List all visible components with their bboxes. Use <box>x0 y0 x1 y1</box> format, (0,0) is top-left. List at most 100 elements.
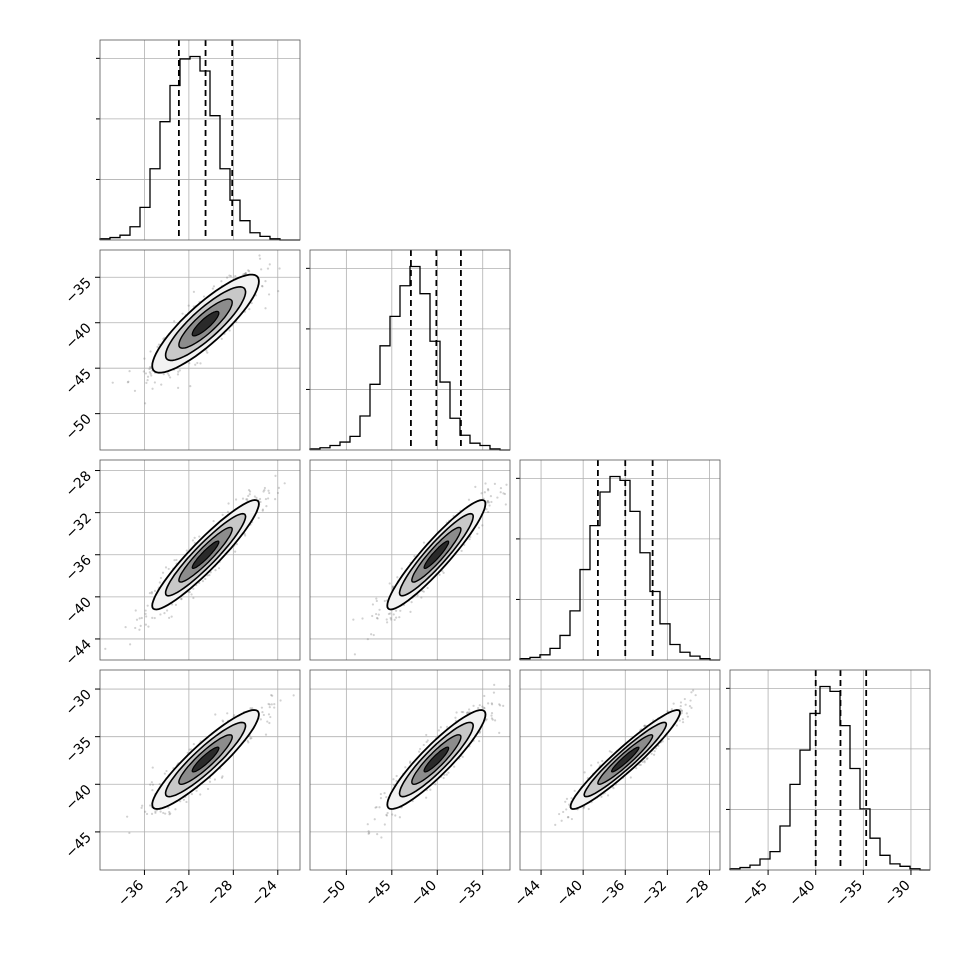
scatter-point <box>488 504 491 507</box>
scatter-point <box>264 733 268 736</box>
scatter-point <box>678 719 681 722</box>
scatter-point <box>429 788 432 791</box>
histogram-panel-4 <box>726 669 931 871</box>
scatter-point <box>641 760 644 764</box>
scatter-point <box>474 485 477 488</box>
scatter-point <box>188 362 191 365</box>
scatter-point <box>128 831 131 835</box>
scatter-point <box>268 703 271 706</box>
scatter-point <box>180 597 183 600</box>
scatter-point <box>246 739 249 742</box>
scatter-point <box>689 699 692 702</box>
scatter-point <box>244 534 247 537</box>
scatter-point <box>227 502 230 505</box>
scatter-point <box>273 703 276 706</box>
contour-core <box>191 540 220 569</box>
x-tick-label: −28 <box>680 878 712 910</box>
scatter-point <box>483 491 486 494</box>
x-tick-label: −40 <box>408 878 440 910</box>
scatter-point <box>139 624 142 628</box>
scatter-point <box>385 795 388 799</box>
scatter-point <box>226 276 229 279</box>
scatter-point <box>140 616 143 620</box>
scatter-point <box>679 701 683 704</box>
scatter-point <box>367 832 370 835</box>
scatter-point <box>493 683 496 686</box>
scatter-point <box>376 617 379 620</box>
scatter-point <box>260 268 263 271</box>
contour-core <box>191 746 220 773</box>
scatter-point <box>679 704 682 708</box>
scatter-point <box>193 536 196 539</box>
scatter-point <box>560 819 563 822</box>
scatter-point <box>187 304 190 307</box>
scatter-point <box>268 721 271 725</box>
contour-core <box>611 746 640 773</box>
scatter-point <box>165 609 169 612</box>
scatter-point <box>391 585 394 588</box>
scatter-point <box>684 703 687 706</box>
scatter-point <box>426 739 429 742</box>
scatter-point <box>404 766 407 769</box>
scatter-point <box>410 601 413 604</box>
scatter-point <box>279 699 282 702</box>
scatter-point <box>248 308 251 311</box>
scatter-point <box>438 573 441 576</box>
scatter-point <box>694 694 697 697</box>
scatter-point <box>652 753 656 756</box>
scatter-point <box>141 804 144 807</box>
scatter-point <box>650 752 653 755</box>
scatter-point <box>162 337 165 341</box>
scatter-point <box>490 714 493 717</box>
scatter-point <box>388 582 391 585</box>
scatter-point <box>680 709 683 713</box>
scatter-point <box>206 351 209 354</box>
scatter-point <box>468 538 471 541</box>
scatter-point <box>104 647 107 650</box>
scatter-point <box>260 706 264 709</box>
scatter-point <box>675 724 678 727</box>
scatter-point <box>153 381 156 384</box>
scatter-point <box>126 815 129 818</box>
scatter-point <box>169 812 172 815</box>
scatter-point <box>380 836 383 839</box>
scatter-point <box>158 783 161 786</box>
scatter-point <box>267 713 271 716</box>
scatter-point <box>261 285 264 288</box>
scatter-point <box>251 707 254 710</box>
scatter-point <box>247 269 250 272</box>
scatter-point <box>442 776 445 780</box>
scatter-point <box>257 516 260 520</box>
scatter-point <box>485 718 488 721</box>
scatter-point <box>213 778 217 781</box>
scatter-point <box>151 616 154 619</box>
scatter-point <box>606 794 610 797</box>
scatter-point <box>375 599 378 603</box>
scatter-point <box>486 488 490 491</box>
scatter-point <box>413 555 416 558</box>
scatter-point <box>395 616 398 619</box>
scatter-point <box>255 496 258 499</box>
scatter-point <box>241 497 245 500</box>
scatter-point <box>208 574 211 577</box>
scatter-point <box>289 246 291 248</box>
pair-panel-4-3 <box>519 669 721 871</box>
scatter-point <box>681 718 684 721</box>
scatter-point <box>192 587 195 590</box>
panel-frame <box>309 669 511 871</box>
scatter-point <box>398 616 401 619</box>
scatter-point <box>259 500 262 504</box>
scatter-point <box>486 499 490 503</box>
scatter-point <box>672 702 675 705</box>
scatter-point <box>392 585 395 588</box>
contour-core <box>423 746 450 773</box>
scatter-point <box>211 287 214 290</box>
scatter-point <box>204 577 207 581</box>
scatter-point <box>670 708 673 711</box>
scatter-point <box>420 596 423 599</box>
scatter-point <box>417 750 421 753</box>
scatter-point <box>138 617 141 620</box>
scatter-point <box>667 737 670 741</box>
pair-panel-content <box>352 482 508 656</box>
scatter-point <box>179 800 182 803</box>
